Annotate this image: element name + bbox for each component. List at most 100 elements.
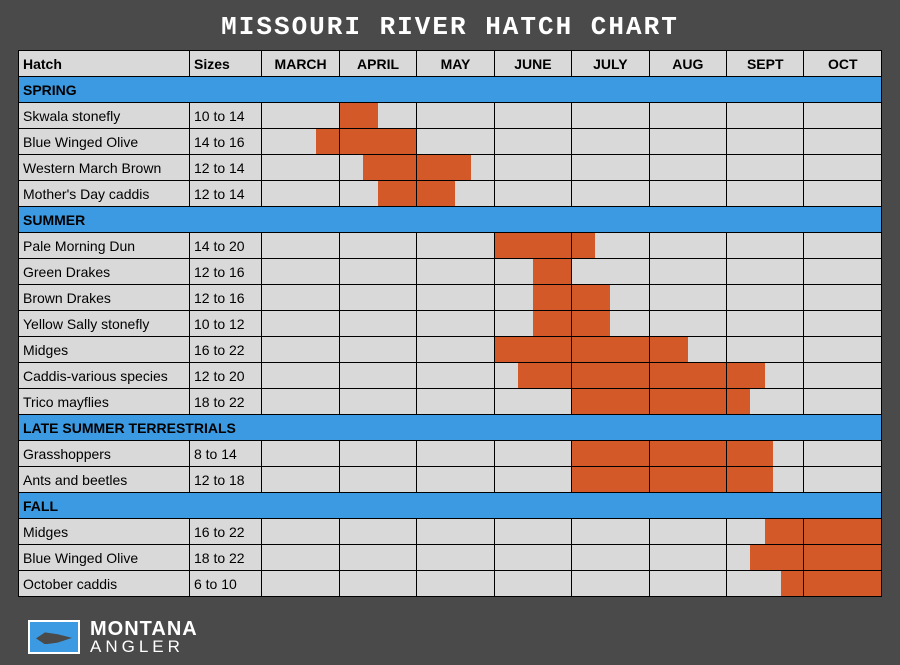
month-cell <box>572 545 649 571</box>
month-cell <box>494 285 571 311</box>
hatch-bar <box>572 363 648 388</box>
hatch-name: Ants and beetles <box>19 467 190 493</box>
month-cell <box>649 545 726 571</box>
table-row: October caddis6 to 10 <box>19 571 882 597</box>
month-cell <box>417 181 494 207</box>
hatch-bar <box>417 181 455 206</box>
col-month-3: JUNE <box>494 51 571 77</box>
hatch-bar <box>572 441 648 466</box>
month-cell <box>727 545 804 571</box>
table-row: Midges16 to 22 <box>19 519 882 545</box>
month-cell <box>262 129 339 155</box>
table-row: Trico mayflies18 to 22 <box>19 389 882 415</box>
month-cell <box>649 259 726 285</box>
hatch-name: Green Drakes <box>19 259 190 285</box>
hatch-name: Mother's Day caddis <box>19 181 190 207</box>
col-month-5: AUG <box>649 51 726 77</box>
month-cell <box>804 129 882 155</box>
hatch-bar <box>316 129 339 154</box>
month-cell <box>727 155 804 181</box>
month-cell <box>339 259 416 285</box>
month-cell <box>572 285 649 311</box>
season-label: SPRING <box>19 77 882 103</box>
month-cell <box>494 467 571 493</box>
month-cell <box>572 129 649 155</box>
month-cell <box>572 155 649 181</box>
table-row: Western March Brown12 to 14 <box>19 155 882 181</box>
hatch-bar <box>650 337 688 362</box>
season-row: FALL <box>19 493 882 519</box>
month-cell <box>417 129 494 155</box>
month-cell <box>417 285 494 311</box>
table-row: Pale Morning Dun14 to 20 <box>19 233 882 259</box>
month-cell <box>494 129 571 155</box>
brand-logo: MONTANA ANGLER <box>28 620 198 655</box>
month-cell <box>494 233 571 259</box>
hatch-bar <box>340 103 378 128</box>
month-cell <box>339 389 416 415</box>
header-row: Hatch Sizes MARCH APRIL MAY JUNE JULY AU… <box>19 51 882 77</box>
table-row: Yellow Sally stonefly10 to 12 <box>19 311 882 337</box>
hatch-size: 16 to 22 <box>189 337 261 363</box>
hatch-bar <box>495 337 571 362</box>
col-hatch: Hatch <box>19 51 190 77</box>
month-cell <box>339 285 416 311</box>
month-cell <box>649 441 726 467</box>
month-cell <box>572 363 649 389</box>
month-cell <box>417 363 494 389</box>
month-cell <box>727 467 804 493</box>
month-cell <box>804 311 882 337</box>
table-row: Brown Drakes12 to 16 <box>19 285 882 311</box>
hatch-bar <box>727 363 765 388</box>
month-cell <box>339 155 416 181</box>
hatch-bar <box>727 389 750 414</box>
table-row: Green Drakes12 to 16 <box>19 259 882 285</box>
month-cell <box>804 545 882 571</box>
chart-title: MISSOURI RIVER HATCH CHART <box>18 12 882 42</box>
col-month-6: SEPT <box>727 51 804 77</box>
month-cell <box>417 545 494 571</box>
season-label: SUMMER <box>19 207 882 233</box>
month-cell <box>727 337 804 363</box>
month-cell <box>727 363 804 389</box>
month-cell <box>649 389 726 415</box>
hatch-name: Midges <box>19 337 190 363</box>
season-row: LATE SUMMER TERRESTRIALS <box>19 415 882 441</box>
month-cell <box>727 441 804 467</box>
hatch-name: Western March Brown <box>19 155 190 181</box>
col-month-7: OCT <box>804 51 882 77</box>
hatch-name: Pale Morning Dun <box>19 233 190 259</box>
hatch-bar <box>781 571 804 596</box>
hatch-bar <box>650 389 726 414</box>
month-cell <box>804 519 882 545</box>
hatch-size: 12 to 20 <box>189 363 261 389</box>
month-cell <box>572 337 649 363</box>
month-cell <box>649 285 726 311</box>
hatch-bar <box>572 337 648 362</box>
hatch-bar <box>650 363 726 388</box>
hatch-size: 12 to 16 <box>189 259 261 285</box>
hatch-size: 14 to 20 <box>189 233 261 259</box>
month-cell <box>417 389 494 415</box>
month-cell <box>494 545 571 571</box>
hatch-bar <box>727 467 773 492</box>
hatch-bar <box>727 441 773 466</box>
month-cell <box>494 103 571 129</box>
month-cell <box>727 311 804 337</box>
month-cell <box>572 103 649 129</box>
month-cell <box>649 103 726 129</box>
month-cell <box>494 181 571 207</box>
table-row: Midges16 to 22 <box>19 337 882 363</box>
month-cell <box>649 467 726 493</box>
hatch-size: 10 to 14 <box>189 103 261 129</box>
month-cell <box>804 103 882 129</box>
col-month-2: MAY <box>417 51 494 77</box>
hatch-size: 12 to 14 <box>189 181 261 207</box>
month-cell <box>494 155 571 181</box>
month-cell <box>417 337 494 363</box>
table-row: Skwala stonefly10 to 14 <box>19 103 882 129</box>
month-cell <box>417 155 494 181</box>
month-cell <box>649 571 726 597</box>
month-cell <box>339 363 416 389</box>
hatch-bar <box>572 311 610 336</box>
